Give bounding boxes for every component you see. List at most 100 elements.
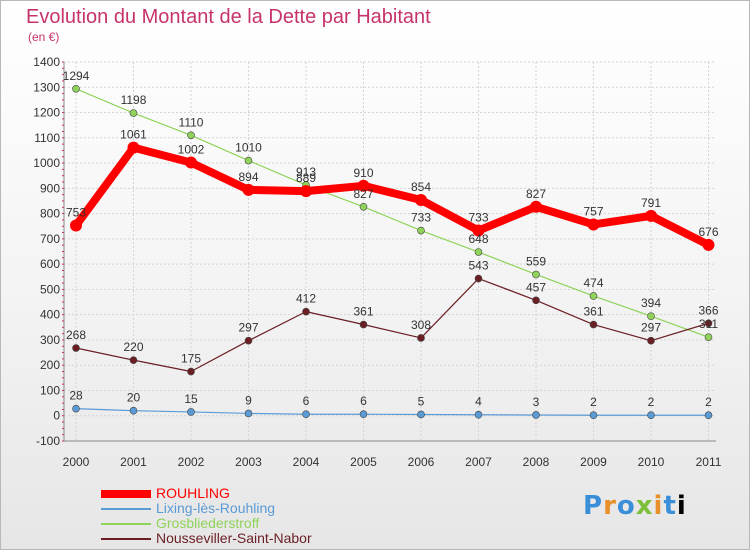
- legend-swatch: [101, 522, 151, 525]
- y-tick-label: 100: [40, 383, 60, 397]
- data-label: 2: [590, 395, 597, 409]
- data-label: 220: [123, 340, 143, 354]
- data-label: 2: [705, 395, 712, 409]
- legend-label: Grosbliederstroff: [156, 515, 260, 531]
- data-point: [187, 131, 195, 140]
- x-tick-label: 2001: [120, 455, 147, 469]
- data-label: 1110: [179, 115, 204, 129]
- data-point: [129, 356, 138, 364]
- y-tick-label: 300: [40, 333, 60, 347]
- y-tick-label: 900: [40, 181, 60, 195]
- data-label: 648: [468, 232, 488, 246]
- data-label: 361: [583, 305, 603, 319]
- data-point: [704, 411, 713, 420]
- data-label: 854: [411, 180, 431, 194]
- legend-swatch: [101, 507, 151, 510]
- data-label: 366: [698, 303, 718, 317]
- y-tick-label: -100: [36, 434, 60, 448]
- data-point: [70, 219, 82, 232]
- y-tick-label: 200: [40, 358, 60, 372]
- legend-label: Nousseviller-Saint-Nabor: [156, 530, 312, 546]
- data-label: 791: [641, 196, 661, 210]
- data-label: 894: [238, 170, 258, 184]
- legend-item: Grosbliederstroff: [101, 516, 312, 531]
- data-label: 457: [526, 280, 546, 294]
- data-point: [587, 218, 600, 231]
- series-line: [75, 277, 710, 373]
- data-point: [532, 411, 540, 419]
- data-label: 311: [699, 317, 718, 331]
- data-point: [474, 248, 483, 256]
- data-label: 297: [238, 321, 258, 335]
- data-point: [589, 411, 598, 420]
- data-point: [302, 307, 310, 316]
- data-point: [647, 336, 655, 345]
- data-label: 474: [583, 276, 603, 290]
- chart-legend: ROUHLING Lixing-lès-Rouhling Grosbliederst…: [101, 486, 312, 546]
- data-point: [647, 411, 655, 420]
- x-tick-label: 2005: [350, 455, 377, 469]
- legend-swatch: [101, 537, 151, 540]
- y-tick-label: 0: [53, 409, 60, 423]
- data-label: 913: [296, 165, 316, 179]
- series-line: [75, 408, 710, 416]
- data-label: 394: [641, 296, 661, 310]
- data-label: 1198: [121, 93, 147, 107]
- legend-item: ROUHLING: [101, 486, 312, 501]
- x-tick-label: 2007: [465, 455, 492, 469]
- x-tick-label: 2009: [580, 455, 607, 469]
- data-label: 1061: [120, 128, 147, 142]
- legend-label: Lixing-lès-Rouhling: [156, 500, 276, 516]
- data-label: 676: [698, 225, 718, 239]
- data-point: [187, 367, 195, 376]
- y-tick-label: 1100: [34, 131, 60, 145]
- data-point: [72, 84, 80, 93]
- data-point: [647, 312, 655, 320]
- data-point: [474, 274, 483, 283]
- data-point: [244, 409, 253, 418]
- data-point: [645, 209, 657, 222]
- data-point: [415, 193, 427, 206]
- data-point: [129, 109, 138, 117]
- data-label: 753: [66, 205, 86, 219]
- data-label: 889: [296, 171, 316, 185]
- data-label: 2: [648, 395, 655, 409]
- data-point: [357, 179, 370, 192]
- data-point: [72, 344, 80, 352]
- x-tick-label: 2000: [63, 455, 90, 469]
- data-point: [129, 406, 138, 415]
- x-tick-label: 2004: [293, 455, 320, 469]
- data-label: 6: [303, 394, 310, 408]
- legend-label: ROUHLING: [156, 485, 230, 501]
- x-tick-label: 2006: [408, 455, 435, 469]
- data-point: [359, 410, 368, 419]
- data-point: [472, 224, 485, 237]
- data-label: 1002: [178, 143, 205, 157]
- data-label: 827: [353, 187, 373, 201]
- data-point: [589, 292, 598, 300]
- data-point: [702, 238, 715, 251]
- data-label: 28: [69, 389, 83, 403]
- series-line: [75, 88, 710, 338]
- data-point: [72, 404, 80, 413]
- data-point: [187, 408, 195, 416]
- data-label: 9: [245, 393, 252, 407]
- data-point: [244, 336, 253, 345]
- x-tick-label: 2002: [178, 455, 205, 469]
- data-label: 733: [411, 211, 431, 225]
- y-tick-label: 600: [40, 257, 60, 271]
- data-label: 733: [468, 211, 488, 225]
- data-label: 412: [296, 292, 316, 306]
- data-point: [417, 410, 425, 419]
- x-tick-label: 2003: [235, 455, 262, 469]
- legend-item: Nousseviller-Saint-Nabor: [101, 531, 312, 546]
- data-point: [589, 320, 598, 329]
- data-point: [127, 141, 140, 154]
- y-tick-label: 1200: [33, 106, 60, 120]
- data-point: [530, 200, 542, 213]
- data-point: [474, 410, 483, 419]
- data-point: [244, 156, 253, 165]
- data-label: 5: [418, 394, 425, 408]
- data-label: 268: [66, 328, 86, 342]
